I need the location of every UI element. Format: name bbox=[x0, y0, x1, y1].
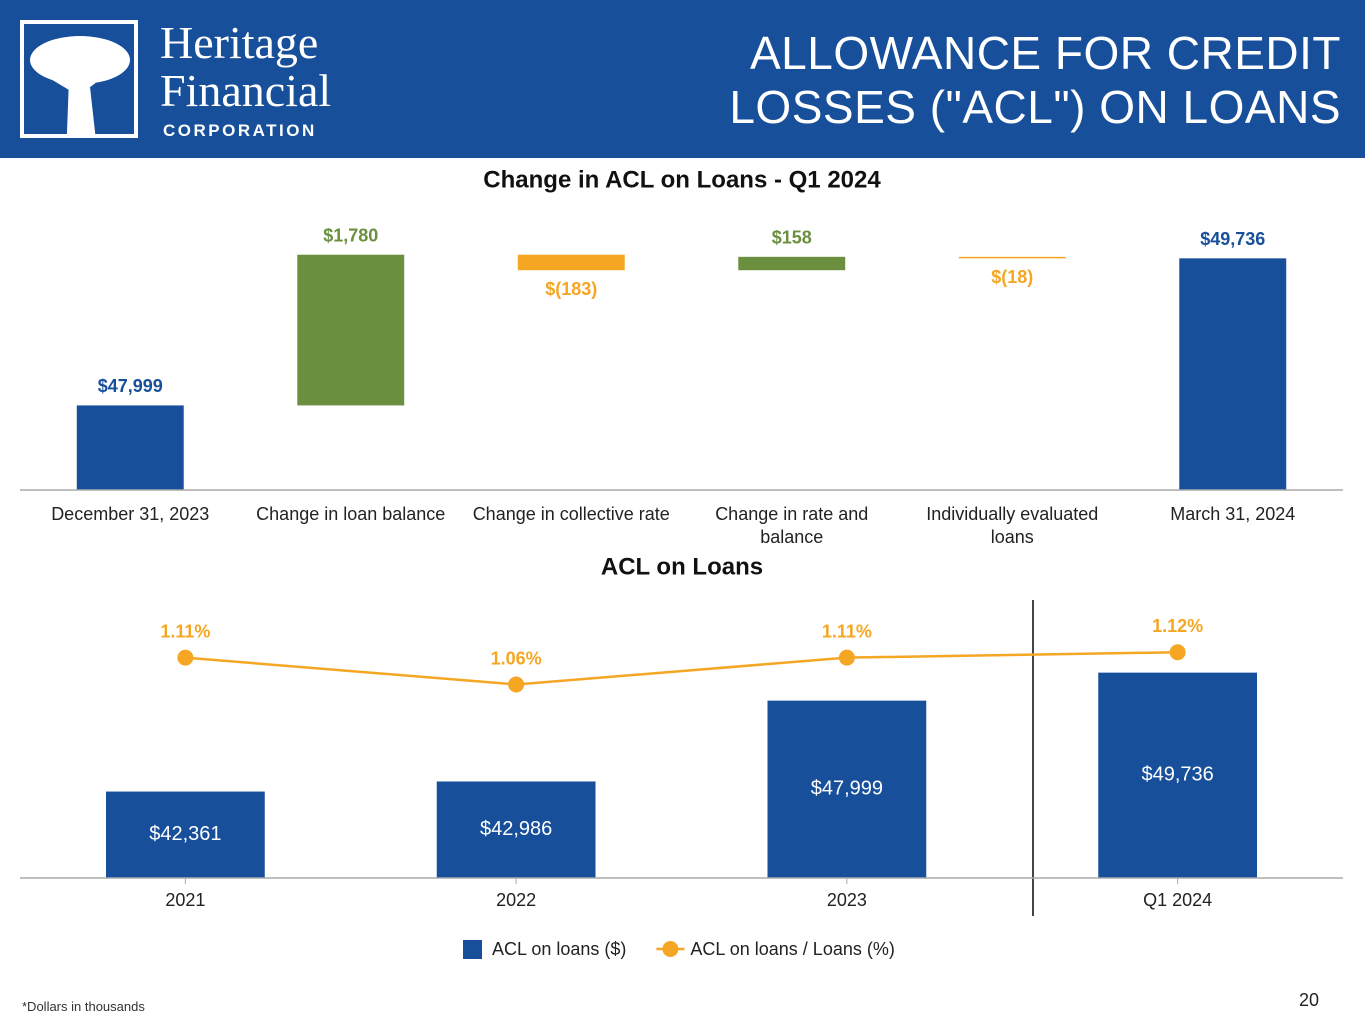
data-label: $(183) bbox=[545, 279, 597, 299]
bar bbox=[105, 791, 265, 878]
x-tick-label: Individually evaluated loans bbox=[926, 504, 1099, 547]
data-label: $49,736 bbox=[1141, 764, 1213, 786]
data-label: 1.11% bbox=[160, 621, 210, 641]
bar bbox=[517, 254, 625, 271]
x-tick-label: Change in collective rate bbox=[472, 504, 670, 524]
page-number: 20 bbox=[1298, 990, 1319, 1010]
logo-mark bbox=[20, 20, 138, 138]
x-tick-label: Q1 2024 bbox=[1143, 890, 1212, 910]
chart-title: ACL on Loans bbox=[601, 553, 763, 580]
header-band: Heritage Financial CORPORATION ALLOWANCE… bbox=[0, 0, 1365, 158]
data-label: 1.12% bbox=[1152, 616, 1203, 636]
legend-label: ACL on loans ($) bbox=[492, 939, 626, 959]
x-tick-label: Change in rate and balance bbox=[715, 504, 869, 547]
data-label: $158 bbox=[772, 228, 812, 248]
data-label: 1.11% bbox=[822, 621, 872, 641]
bar bbox=[1179, 258, 1287, 490]
legend-swatch bbox=[662, 941, 679, 957]
logo-subtext: CORPORATION bbox=[163, 121, 317, 140]
bar bbox=[958, 256, 1066, 259]
data-label: $(18) bbox=[991, 267, 1033, 287]
data-label: 1.06% bbox=[491, 648, 542, 668]
line-point bbox=[1169, 644, 1186, 661]
legend-label: ACL on loans / Loans (%) bbox=[690, 939, 894, 959]
logo-text: Heritage bbox=[160, 17, 319, 68]
data-label: $47,999 bbox=[98, 376, 163, 396]
logo-text: Financial bbox=[160, 65, 332, 116]
slide-title: LOSSES ("ACL") ON LOANS bbox=[729, 81, 1341, 133]
x-tick-label: December 31, 2023 bbox=[51, 504, 210, 524]
x-tick-label: March 31, 2024 bbox=[1170, 504, 1296, 524]
bar bbox=[297, 254, 405, 406]
line-point bbox=[177, 649, 194, 666]
x-tick-label: 2023 bbox=[827, 890, 867, 910]
data-label: $49,736 bbox=[1200, 229, 1265, 249]
x-tick-label: 2021 bbox=[165, 890, 205, 910]
bar bbox=[76, 405, 184, 490]
line-point bbox=[508, 676, 525, 693]
data-label: $42,361 bbox=[149, 823, 221, 845]
legend-swatch bbox=[463, 940, 482, 959]
data-label: $42,986 bbox=[480, 818, 552, 840]
bar bbox=[436, 781, 596, 878]
x-tick-label: Change in loan balance bbox=[256, 504, 446, 524]
line-point bbox=[838, 649, 855, 666]
line bbox=[185, 651, 1178, 686]
bar bbox=[767, 700, 927, 878]
data-label: $1,780 bbox=[323, 225, 378, 245]
footnote: *Dollars in thousands bbox=[22, 999, 145, 1014]
bar bbox=[1098, 672, 1258, 878]
data-label: $47,999 bbox=[811, 778, 883, 800]
x-tick-label: 2022 bbox=[496, 890, 536, 910]
slide-title: ALLOWANCE FOR CREDIT bbox=[749, 27, 1341, 79]
bar bbox=[738, 256, 846, 271]
chart-title: Change in ACL on Loans - Q1 2024 bbox=[483, 166, 881, 193]
